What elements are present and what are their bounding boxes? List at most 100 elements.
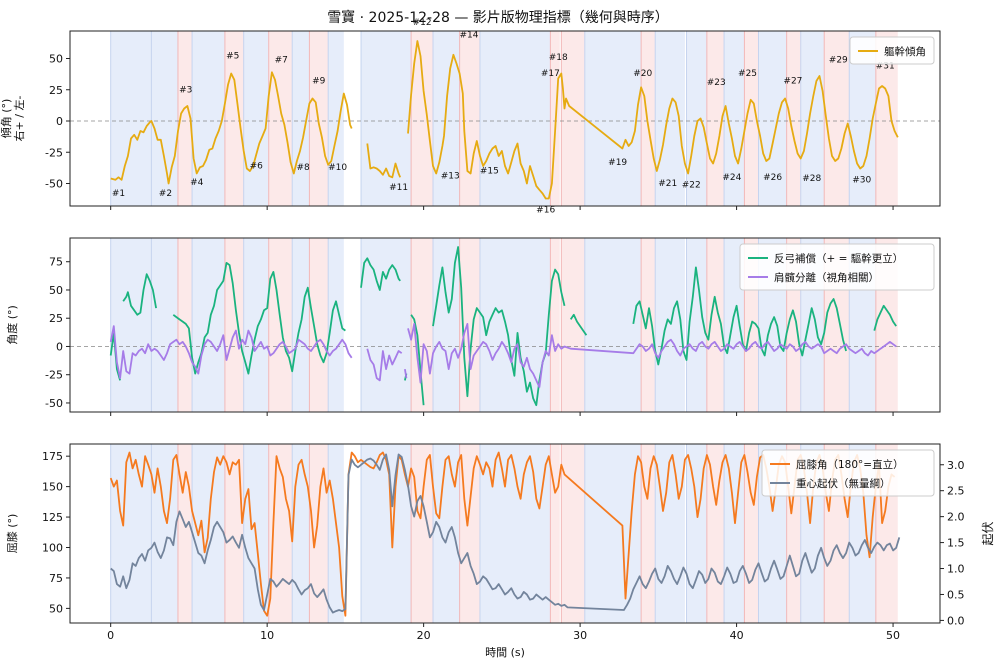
- legend-box: [849, 36, 935, 65]
- y-axis-label: 角度 (°): [5, 305, 19, 345]
- peak-label: #11: [389, 183, 408, 193]
- phase-band: [655, 31, 685, 206]
- phase-band: [584, 444, 642, 623]
- y-tick-label: 50: [49, 53, 63, 66]
- x-tick-label: 30: [573, 629, 587, 642]
- peak-label: #8: [297, 163, 311, 173]
- y-axis-label: 右+ / 左-: [12, 96, 26, 142]
- panel-top: #1 #2 #3 #4 #5 #6 #7 #8 #9 #10 #11 #12 #13 #14 #15 #16 #…: [0, 18, 941, 215]
- legend-label: 肩髖分離（視角相關）: [774, 271, 879, 284]
- y2-tick-label: 1.0: [947, 563, 965, 576]
- phase-band: [309, 238, 329, 412]
- plot-frame: [69, 443, 941, 624]
- phase-band: [433, 444, 460, 623]
- peak-label: #30: [852, 175, 871, 185]
- peak-label: #26: [763, 173, 782, 183]
- y2-tick-label: 0.0: [947, 614, 965, 627]
- phase-band: [641, 31, 656, 206]
- phase-band: [800, 31, 825, 206]
- phase-band: [584, 31, 642, 206]
- y2-tick-label: 0.5: [947, 588, 965, 601]
- phase-band: [411, 444, 434, 623]
- peak-label: #18: [549, 53, 568, 63]
- x-tick-label: 50: [886, 629, 900, 642]
- legend-box: [739, 243, 935, 291]
- x-axis-label: 時間 (s): [485, 646, 525, 659]
- phase-band: [655, 444, 685, 623]
- y2-axis-label: 起伏: [981, 521, 995, 545]
- y2-tick-label: 3.0: [947, 459, 965, 472]
- y2-tick-label: 1.5: [947, 537, 965, 550]
- peak-label: #9: [312, 77, 326, 87]
- phase-band: [224, 238, 244, 412]
- y-tick-label: -50: [45, 178, 63, 191]
- phase-band: [411, 31, 434, 206]
- phase-band: [561, 444, 585, 623]
- phase-band: [309, 444, 329, 623]
- peak-label: #16: [536, 205, 555, 215]
- x-tick-label: 40: [730, 629, 744, 642]
- series-sep-line: [109, 323, 897, 388]
- panel-middle: 75 50 25 0 -25 -50 角度 (°) 反弓補償（+ = 驅幹更立） 肩髖分離（視角…: [5, 237, 941, 416]
- y2-tick-label: 2.0: [947, 511, 965, 524]
- phase-band: [192, 31, 225, 206]
- y-tick-label: -25: [45, 369, 63, 382]
- phase-band: [151, 238, 178, 412]
- peak-label: #6: [250, 162, 264, 172]
- plot-frame: [69, 30, 941, 207]
- legend-label: 重心起伏（無量綱）: [796, 477, 891, 490]
- peak-label: #21: [658, 179, 677, 189]
- peak-label: #20: [633, 69, 652, 79]
- phase-band: [292, 444, 310, 623]
- series-com-line: [110, 453, 901, 614]
- phase-band: [686, 238, 707, 412]
- peak-label: #1: [112, 189, 125, 199]
- peak-label: #4: [190, 178, 204, 188]
- phase-band: [243, 31, 269, 206]
- phase-band: [875, 31, 898, 206]
- plot-frame: [69, 237, 941, 413]
- peak-label: #10: [328, 163, 347, 173]
- peak-label: #15: [480, 167, 499, 177]
- phase-band: [641, 444, 656, 623]
- phase-band: [328, 238, 344, 412]
- phase-band: [459, 31, 480, 206]
- phase-band: [824, 31, 850, 206]
- phase-band: [561, 31, 585, 206]
- peak-label: #14: [460, 30, 479, 40]
- phase-band: [151, 444, 178, 623]
- y-axis-label: 屈膝 (°): [6, 514, 19, 554]
- phase-band: [479, 31, 551, 206]
- phase-band: [177, 238, 193, 412]
- series-lean-line: [110, 40, 899, 200]
- peak-label: #22: [682, 180, 701, 190]
- phase-band: [550, 444, 560, 623]
- x-tick-label: 20: [417, 629, 431, 642]
- legend-box: [761, 449, 935, 497]
- peak-label: #5: [226, 52, 239, 62]
- phase-band: [706, 238, 725, 412]
- y-tick-label: 25: [49, 312, 63, 325]
- phase-band: [110, 238, 152, 412]
- peak-label: #19: [608, 158, 627, 168]
- peak-label: #25: [738, 69, 757, 79]
- y-tick-label: -25: [45, 146, 63, 159]
- peak-label: #3: [179, 85, 192, 95]
- phase-band: [268, 31, 293, 206]
- phase-band: [641, 238, 656, 412]
- phase-band: [328, 31, 344, 206]
- phase-band: [550, 238, 560, 412]
- legend: 屈膝角（180°=直立） 重心起伏（無量綱）: [761, 449, 935, 497]
- phase-band: [561, 238, 585, 412]
- peak-label: #27: [783, 77, 802, 87]
- phase-band: [744, 31, 759, 206]
- phase-band: [224, 444, 244, 623]
- phase-band: [361, 238, 412, 412]
- y-tick-label: -50: [45, 397, 63, 410]
- phase-band: [110, 31, 152, 206]
- legend: 反弓補償（+ = 驅幹更立） 肩髖分離（視角相關）: [739, 243, 935, 291]
- peak-label: #13: [441, 172, 460, 182]
- phase-band: [177, 444, 193, 623]
